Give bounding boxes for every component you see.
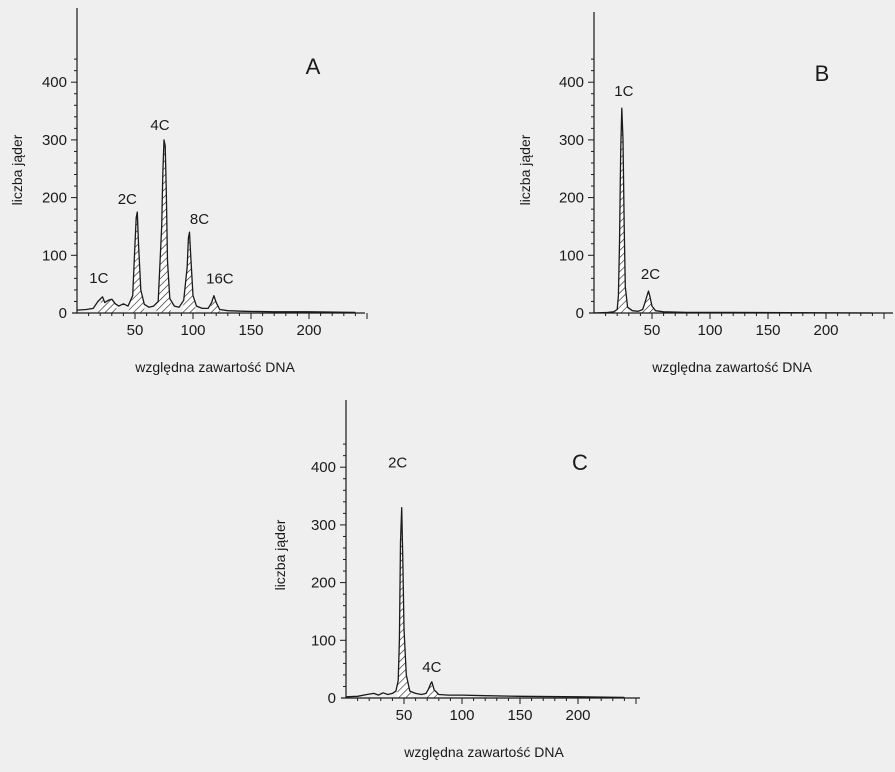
x-tick-label: 50 — [396, 707, 413, 724]
histogram-panel-b: 50 100 150 200 0 100 200 300 400 względna zawarto… — [517, 12, 893, 375]
histogram-panel-a: 50 100 150 200 0 100 200 300 400 względna zawarto… — [9, 8, 368, 375]
y-tick-label: 200 — [559, 190, 584, 207]
y-axis-title: liczba jąder — [9, 134, 25, 205]
y-tick-label: 400 — [42, 74, 67, 91]
x-tick-label: 100 — [697, 322, 722, 339]
y-tick-label: 400 — [559, 74, 584, 91]
x-axis-title: względna zawartość DNA — [134, 359, 295, 375]
y-tick-label: 200 — [311, 575, 336, 592]
shaded-peak-3 — [209, 295, 220, 313]
y-tick-label: 0 — [328, 690, 336, 707]
x-tick-label: 200 — [565, 707, 590, 724]
peak-label-4c: 4C — [150, 117, 169, 134]
y-tick-label: 100 — [42, 247, 67, 264]
y-axis-title: liczba jąder — [272, 519, 288, 590]
shaded-peak-2 — [182, 232, 196, 313]
peak-label-2c: 2C — [641, 266, 660, 283]
x-tick-label: 50 — [644, 322, 661, 339]
shaded-peak-1 — [155, 139, 171, 313]
y-tick-label: 400 — [311, 459, 336, 476]
y-tick-label: 100 — [559, 247, 584, 264]
x-tick-label: 200 — [813, 322, 838, 339]
x-axis-title: względna zawartość DNA — [651, 359, 812, 375]
peak-label-1c: 1C — [614, 83, 633, 100]
y-tick-label: 300 — [311, 517, 336, 534]
peak-label-2c: 2C — [388, 455, 407, 472]
histogram-line — [345, 506, 625, 699]
peak-label-16c: 16C — [206, 271, 234, 288]
x-tick-label: 150 — [755, 322, 780, 339]
y-tick-label: 300 — [559, 132, 584, 149]
peak-label-4c: 4C — [422, 659, 441, 676]
panel-label: C — [572, 450, 588, 475]
peak-label-1c: 1C — [89, 270, 108, 287]
y-tick-label: 100 — [311, 632, 336, 649]
y-tick-label: 200 — [42, 190, 67, 207]
peak-label-2c: 2C — [118, 191, 137, 208]
shaded-peak-4 — [97, 296, 117, 313]
x-tick-label: 150 — [238, 322, 263, 339]
peak-label-8c: 8C — [190, 211, 209, 228]
panel-label: B — [815, 61, 830, 86]
y-tick-label: 300 — [42, 132, 67, 149]
y-tick-label: 0 — [59, 305, 67, 322]
histogram-line — [593, 107, 873, 314]
y-tick-label: 0 — [576, 305, 584, 322]
shaded-peak-1 — [426, 681, 439, 698]
panel-label: A — [306, 54, 321, 79]
y-axis-title: liczba jąder — [517, 134, 533, 205]
x-tick-label: 200 — [296, 322, 321, 339]
histogram-line — [76, 139, 356, 314]
x-tick-label: 100 — [449, 707, 474, 724]
x-tick-label: 100 — [180, 322, 205, 339]
shaded-peak-1 — [641, 291, 655, 313]
x-axis-title: względna zawartość DNA — [403, 744, 564, 760]
x-tick-label: 50 — [127, 322, 144, 339]
histogram-panel-c: 50 100 150 200 0 100 200 300 400 względna zawarto… — [272, 400, 640, 760]
x-tick-label: 150 — [507, 707, 532, 724]
